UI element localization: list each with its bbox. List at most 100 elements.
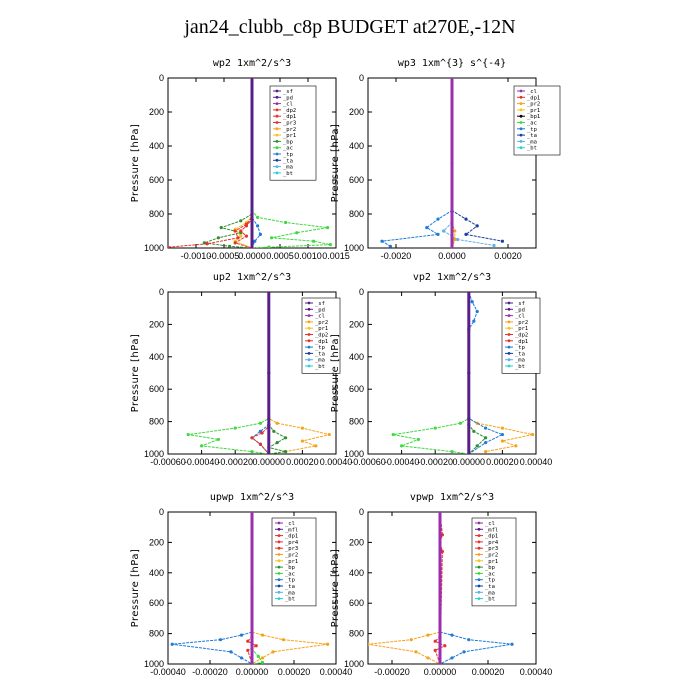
legend-marker [275,158,279,162]
legend-label: _pr3 [285,546,298,552]
data-point [186,432,190,437]
legend-label: _dp2 [515,333,528,339]
plot-frame [367,511,537,665]
legend-marker [307,358,311,362]
legend-marker [477,527,481,531]
legend-marker [519,140,523,143]
series-line [380,78,453,247]
legend-marker [275,89,279,93]
data-point [436,217,440,221]
legend-marker [519,95,523,99]
legend-label: _bp [285,565,295,571]
legend-label: _tp [285,578,295,584]
legend-label: _ma [285,590,295,596]
series-pr2 [368,512,442,664]
data-point [327,432,331,437]
legend-marker [275,102,279,105]
y-tick-label: 800 [349,417,364,427]
series-line [247,512,258,664]
legend-label: _bt [285,597,295,603]
data-point [475,309,479,314]
legend-marker [519,89,523,93]
legend-marker [307,307,311,311]
x-tick-label: 0.00040 [320,667,353,677]
x-tick-label: -0.00040 [384,457,420,467]
legend-label: _tp [527,127,537,133]
legend-marker [277,540,281,544]
panel-title: up2 1xm^2/s^3 [213,272,291,283]
legend-label: _cl [283,102,293,108]
legend-label: _pr4 [285,540,299,546]
x-tick-label: 0.00020 [278,667,311,677]
data-point [295,231,299,235]
data-point [400,444,404,448]
legend-label: _ta [315,351,325,357]
legend-label: _dp1 [527,95,540,101]
data-point [267,452,271,454]
x-tick-label: -0.00020 [417,457,453,467]
legend-label: _dp2 [315,333,328,339]
data-point [492,243,496,248]
y-tick-label: 800 [349,629,364,639]
legend-marker [277,565,281,569]
legend-marker [277,559,281,563]
data-point [239,633,244,637]
legend-marker [275,127,279,131]
data-point [470,300,474,304]
series-sf [467,292,471,454]
series-ac [186,292,271,454]
data-point [436,232,440,236]
x-tick-label: 0.00020 [486,457,519,467]
legend-marker [277,546,281,550]
y-tick-label: 1000 [144,659,164,669]
series-line [393,292,470,454]
y-axis-label: Pressure [hPa] [330,124,341,203]
legend: _sf_pd_cl_pr2_pr1_dp2_dp1_tp_ta_ma_bt [301,297,341,374]
legend: _sf_pd_cl_pr2_pr1_dp2_dp1_tp_ta_ma_bt [501,297,541,374]
data-point [438,512,442,514]
legend-marker [277,572,281,575]
y-axis-label: Pressure [hPa] [330,334,341,413]
data-point [458,421,462,425]
legend-marker [519,114,523,118]
panel-6: vpwp 1xm^2/s^3 0 200 400 600 800 1000 -0.00020 0… [330,492,552,677]
data-point [391,432,395,437]
y-tick-label: 0 [359,507,364,517]
panel-3: up2 1xm^2/s^302004006008001000-0.00060-0… [130,272,352,467]
data-point [326,642,330,646]
data-point [443,644,447,648]
data-point [233,426,237,430]
series-line [251,78,331,248]
data-point [254,644,258,648]
data-point [433,648,437,652]
series-cl [450,78,454,248]
data-point [271,650,275,654]
data-point [216,437,220,442]
legend-label: _pr1 [515,326,528,332]
legend-marker [307,326,311,330]
legend-marker [307,364,311,368]
y-tick-label: 200 [149,537,164,547]
data-point [514,444,518,448]
data-point [450,633,454,637]
x-tick-label: -0.00020 [374,667,410,677]
x-tick-label: -0.0005 [209,251,240,261]
legend-marker [275,133,279,137]
legend-marker [519,108,523,112]
legend-marker [277,590,281,594]
data-point [450,78,454,80]
y-tick-label: 1000 [144,449,164,459]
series-line [251,292,270,454]
series-cl [250,512,254,664]
legend-label: _pd [515,307,525,313]
data-point [484,436,488,440]
legend-marker [477,584,481,588]
legend-marker [507,326,511,330]
x-tick-label: 0.00000 [253,457,286,467]
x-tick-label: 0.0015 [322,251,350,261]
data-point [284,220,288,225]
data-point [484,441,488,445]
legend-marker [275,121,279,124]
data-point [500,432,504,437]
panel-title: upwp 1xm^2/s^3 [210,492,294,503]
